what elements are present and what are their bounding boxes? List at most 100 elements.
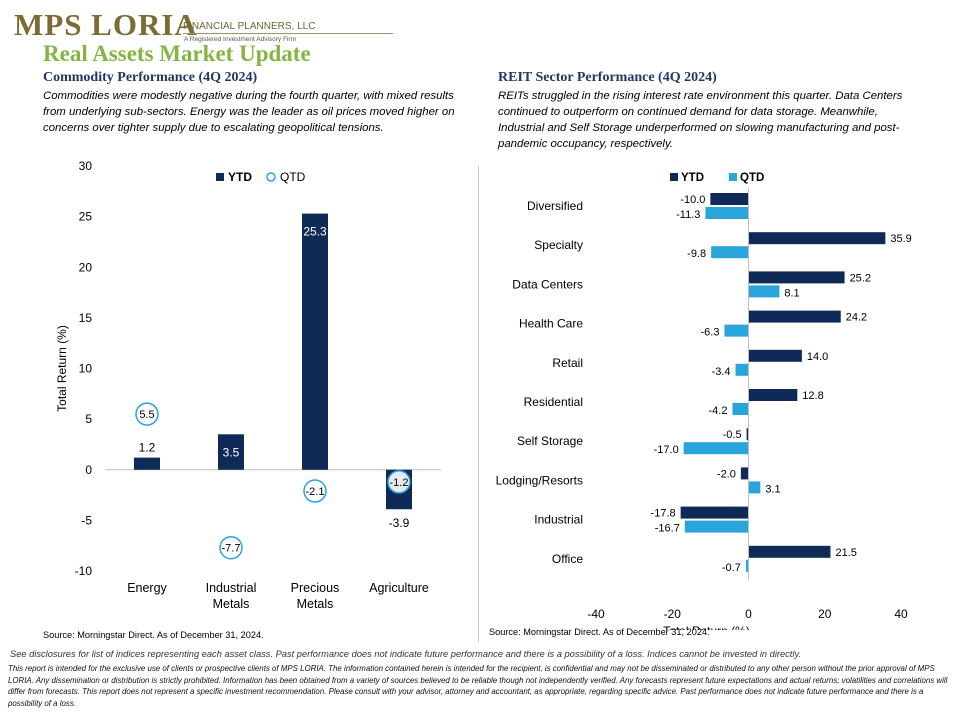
qtd-bar	[735, 363, 749, 376]
legend-ytd-swatch	[216, 173, 224, 181]
x-axis-label: Total Return (%)	[663, 624, 750, 630]
y-tick-label: 30	[79, 159, 93, 173]
qtd-bar	[705, 207, 749, 219]
ytd-bar	[748, 232, 886, 245]
y-tick-label: Data Centers	[512, 277, 583, 291]
qtd-marker	[387, 470, 411, 494]
commodity-section-title: Commodity Performance (4Q 2024)	[43, 70, 258, 85]
qtd-bar	[748, 285, 780, 298]
ytd-bar	[748, 310, 841, 323]
legend-qtd-swatch	[729, 173, 737, 181]
x-tick-label: -20	[664, 607, 682, 621]
y-tick-label: Residential	[524, 395, 583, 409]
ytd-bar	[740, 467, 749, 480]
ytd-data-label: -2.0	[717, 468, 736, 480]
logo-subtitle: A Registered Investment Advisory Firm	[184, 36, 296, 43]
qtd-marker	[135, 402, 159, 426]
logo-tagline: FINANCIAL PLANNERS, LLC	[183, 21, 316, 32]
legend-qtd-marker	[266, 172, 276, 182]
qtd-data-label: -9.8	[687, 248, 706, 260]
x-tick-label: 0	[745, 607, 752, 621]
x-tick-label: -40	[587, 607, 605, 621]
qtd-data-label: -6.3	[701, 327, 720, 339]
ytd-data-label: 25.2	[850, 272, 871, 284]
ytd-bar	[748, 349, 802, 362]
y-tick-label: 5	[85, 412, 92, 426]
legend-ytd-label: YTD	[228, 170, 252, 184]
y-tick-label: -10	[75, 564, 93, 578]
logo-rule	[183, 33, 393, 34]
x-tick-label: 20	[818, 607, 832, 621]
ytd-bar	[746, 428, 749, 441]
legend-ytd-swatch	[670, 173, 678, 181]
qtd-data-label: 3.1	[765, 483, 780, 495]
ytd-bar	[710, 193, 749, 205]
ytd-data-label: 24.2	[846, 312, 867, 324]
qtd-data-label: 8.1	[784, 287, 799, 299]
ytd-bar	[748, 389, 798, 401]
ytd-data-label: 14.0	[807, 351, 828, 363]
ytd-data-label: 21.5	[835, 547, 856, 559]
ytd-data-label: 3.5	[223, 445, 240, 459]
ytd-data-label: -10.0	[680, 194, 705, 206]
y-tick-label: Diversified	[527, 199, 583, 213]
ytd-bar	[748, 545, 831, 558]
ytd-data-label: -17.8	[651, 508, 676, 520]
ytd-bar	[748, 271, 845, 284]
y-tick-label: Health Care	[519, 317, 583, 331]
y-axis-label: Total Return (%)	[55, 325, 69, 412]
ytd-data-label: 25.3	[303, 225, 327, 239]
qtd-data-label: -0.7	[722, 562, 741, 574]
disclosure-note: See disclosures for list of indices repr…	[10, 649, 801, 659]
ytd-bar	[134, 457, 160, 470]
qtd-marker	[219, 535, 243, 560]
y-tick-label: 20	[79, 260, 93, 274]
qtd-marker	[303, 479, 327, 503]
reit-description: REITs struggled in the rising interest r…	[498, 90, 903, 150]
qtd-data-label: 5.5	[139, 409, 154, 421]
y-tick-label: Specialty	[534, 238, 583, 252]
y-tick-label: 0	[85, 463, 92, 477]
y-tick-label: Retail	[552, 356, 583, 370]
qtd-bar	[684, 520, 749, 533]
commodity-chart: -10 -5 0 5 10 15 20 25 30 Total Return (%) YTD QTD 1…	[55, 159, 441, 611]
qtd-data-label: -3.4	[712, 366, 731, 378]
legend-ytd-label: YTD	[681, 172, 704, 184]
ytd-bar	[302, 213, 328, 470]
qtd-data-label: -7.7	[222, 543, 241, 555]
qtd-bar	[745, 559, 749, 572]
x-tick-label: Energy	[127, 581, 167, 595]
y-tick-label: Office	[552, 552, 583, 566]
qtd-data-label: -17.0	[654, 444, 679, 456]
x-tick-label: Precious	[291, 581, 340, 595]
commodity-source-note: Source: Morningstar Direct. As of Decemb…	[43, 630, 264, 640]
y-tick-label: Self Storage	[517, 434, 583, 448]
y-tick-label: Industrial	[534, 513, 583, 527]
ytd-bar	[680, 506, 749, 519]
y-tick-label: -5	[81, 513, 92, 527]
y-tick-label: 10	[79, 362, 93, 376]
ytd-data-label: 1.2	[139, 441, 156, 455]
section-divider	[478, 166, 479, 642]
ytd-data-label: -0.5	[723, 429, 742, 441]
y-tick-label: 15	[79, 311, 93, 325]
legend-qtd-label: QTD	[280, 170, 306, 184]
qtd-bar	[748, 481, 761, 494]
y-tick-label: 25	[79, 210, 93, 224]
qtd-data-label: -4.2	[709, 405, 728, 417]
page-title: Real Assets Market Update	[43, 41, 311, 66]
ytd-bar	[218, 434, 244, 470]
qtd-bar	[724, 324, 749, 337]
qtd-data-label: -16.7	[655, 523, 680, 535]
legal-disclaimer: This report is intended for the exclusiv…	[8, 664, 948, 708]
qtd-data-label: -1.2	[390, 477, 409, 489]
x-tick-label: Metals	[297, 597, 334, 611]
reit-section-title: REIT Sector Performance (4Q 2024)	[498, 70, 717, 85]
qtd-bar	[732, 403, 749, 415]
qtd-data-label: -11.3	[676, 209, 700, 221]
ytd-data-label: 12.8	[802, 390, 823, 402]
logo-wordmark: MPS LORIA	[14, 7, 198, 42]
qtd-bar	[683, 442, 749, 455]
commodity-description: Commodities were modestly negative durin…	[43, 90, 455, 134]
legend-qtd-label: QTD	[740, 172, 764, 184]
